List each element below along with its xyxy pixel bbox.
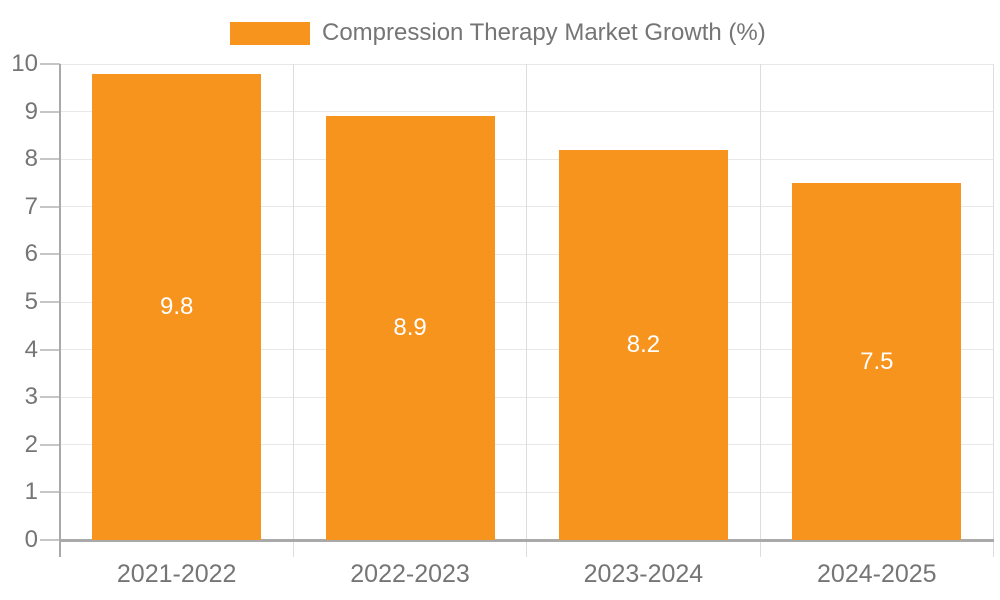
vertical-gridline [993, 64, 994, 540]
y-axis-tick [40, 301, 60, 303]
x-axis-tick [759, 540, 761, 557]
y-axis-tick-label: 1 [24, 478, 38, 506]
y-axis-tick [40, 158, 60, 161]
y-axis-tick [40, 348, 60, 351]
vertical-gridline [526, 64, 528, 540]
y-axis-tick-label: 10 [11, 50, 38, 77]
x-axis-category-label: 2024-2025 [817, 560, 937, 588]
y-axis-tick-label: 9 [24, 97, 38, 125]
bar-value-label: 8.2 [626, 330, 661, 358]
y-axis-tick [40, 253, 60, 256]
y-axis-tick [40, 539, 60, 541]
x-axis-category-label: 2021-2022 [116, 560, 237, 588]
vertical-gridline [759, 64, 761, 540]
legend[interactable]: Compression Therapy Market Growth (%) [230, 19, 766, 47]
y-axis-tick-label: 7 [24, 192, 38, 220]
bar-value-label: 9.8 [160, 292, 194, 320]
y-axis-line [59, 64, 61, 557]
bar-value-label: 7.5 [860, 347, 894, 375]
x-axis-category-label: 2023-2024 [583, 560, 704, 588]
legend-swatch-icon [230, 21, 310, 45]
bar[interactable] [558, 149, 728, 540]
y-axis-tick-label: 5 [24, 288, 38, 315]
y-axis-tick [40, 396, 60, 399]
y-axis-tick [40, 205, 60, 208]
y-axis-tick-label: 6 [24, 240, 38, 268]
y-axis-tick-label: 4 [24, 335, 38, 363]
legend-label: Compression Therapy Market Growth (%) [322, 19, 766, 46]
bar-value-label: 8.9 [393, 314, 427, 342]
y-axis-tick-label: 0 [24, 526, 38, 553]
x-axis-category-label: 2022-2023 [350, 560, 470, 588]
bar[interactable] [792, 183, 962, 540]
x-axis-tick [292, 540, 294, 557]
x-axis-line [60, 539, 994, 542]
y-axis-tick-label: 2 [24, 430, 38, 458]
vertical-gridline [292, 64, 294, 540]
bar[interactable] [325, 116, 495, 540]
x-axis-tick [993, 540, 994, 557]
y-axis-tick [40, 63, 60, 65]
x-axis-tick [526, 540, 528, 557]
y-axis-tick [40, 491, 60, 494]
bar[interactable] [92, 73, 262, 540]
y-axis-tick [40, 443, 60, 446]
y-axis-tick-label: 8 [24, 145, 38, 173]
y-axis-tick-label: 3 [24, 383, 38, 411]
y-axis-tick [40, 110, 60, 113]
